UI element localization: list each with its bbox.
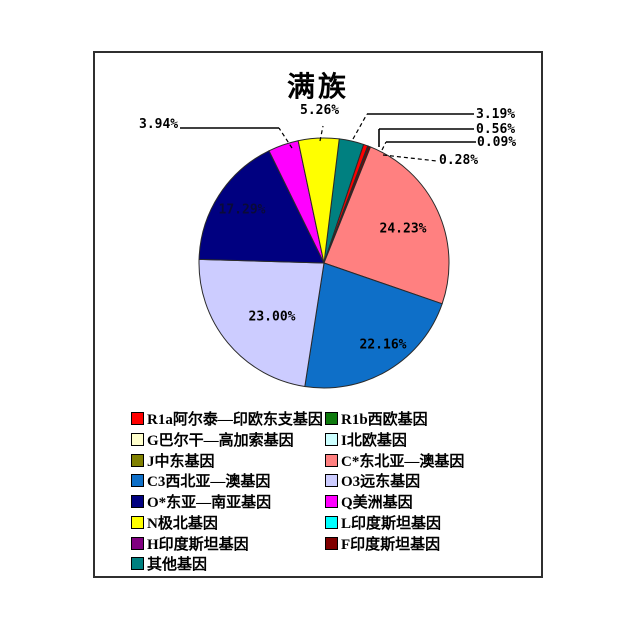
- callout-leader-lines: [180, 113, 476, 162]
- legend-label: N极北基因: [147, 515, 218, 532]
- legend-item-6: C*东北亚—澳基因: [325, 450, 515, 471]
- legend-swatch-icon: [131, 536, 144, 550]
- legend-label: C*东北亚—澳基因: [341, 453, 465, 470]
- legend-swatch-icon: [131, 411, 144, 425]
- legend-item-9: O*东亚—南亚基因: [131, 491, 325, 512]
- pie-slice-5: [323, 146, 450, 305]
- callout-label-other: 3.19%: [476, 107, 516, 122]
- legend-item-10: Q美洲基因: [325, 491, 515, 512]
- callout-label-i: 0.09%: [477, 135, 517, 150]
- slice-label-c3: 22.16%: [359, 337, 407, 353]
- leader-line-6: [319, 125, 324, 142]
- legend-label: C3西北亚—澳基因: [147, 474, 271, 491]
- legend-swatch-icon: [325, 536, 338, 550]
- legend-swatch-icon: [131, 474, 144, 488]
- legend-item-7: C3西北亚—澳基因: [131, 470, 325, 491]
- legend-swatch-icon: [131, 557, 144, 571]
- legend-label: O3远东基因: [341, 474, 421, 491]
- legend-item-11: N极北基因: [131, 512, 325, 533]
- callout-label-n: 5.26%: [300, 103, 340, 118]
- legend-swatch-icon: [131, 515, 144, 529]
- legend-item-3: G巴尔干—高加索基因: [131, 429, 325, 450]
- callout-label-q: 3.94%: [139, 117, 179, 132]
- legend-item-5: J中东基因: [131, 450, 325, 471]
- legend-item-8: O3远东基因: [325, 470, 515, 491]
- pie-slice-6: [304, 262, 443, 389]
- callout-label-r1a: 0.56%: [476, 122, 516, 137]
- legend-swatch-icon: [325, 432, 338, 446]
- pie-slice-10: [297, 137, 340, 264]
- legend-label: I北欧基因: [341, 432, 407, 449]
- legend-label: R1b西欧基因: [341, 411, 428, 428]
- slice-label-o3: 23.00%: [248, 309, 296, 325]
- legend-item-4: I北欧基因: [325, 429, 515, 450]
- legend-item-14: F印度斯坦基因: [325, 533, 515, 554]
- legend-label: J中东基因: [147, 453, 215, 470]
- pie-slices: [198, 137, 450, 389]
- legend-item-15: 其他基因: [131, 553, 325, 574]
- legend-label: Q美洲基因: [341, 495, 413, 512]
- legend-item-1: R1a阿尔泰—印欧东支基因: [131, 408, 325, 429]
- legend-swatch-icon: [325, 515, 338, 529]
- legend-swatch-icon: [325, 495, 338, 509]
- pie-slice-7: [198, 258, 325, 388]
- leader-line-1: [352, 113, 368, 140]
- legend-label: F印度斯坦基因: [341, 536, 441, 553]
- pie-chart-svg: [180, 113, 476, 389]
- legend-swatch-icon: [325, 474, 338, 488]
- callout-label-f: 0.28%: [439, 153, 479, 168]
- legend-swatch-icon: [131, 495, 144, 509]
- legend-swatch-icon: [325, 411, 338, 425]
- chart-border-box: 满族 5.26% 3.94% 3.19% 0.56% 0.09% 0.28% 2…: [93, 51, 543, 578]
- legend-label: G巴尔干—高加索基因: [147, 432, 294, 449]
- slice-label-c-star: 24.23%: [379, 221, 427, 237]
- legend-item-2: R1b西欧基因: [325, 408, 515, 429]
- pie-slice-8: [198, 150, 325, 264]
- legend-swatch-icon: [131, 453, 144, 467]
- legend-item-12: L印度斯坦基因: [325, 512, 515, 533]
- leader-line-5: [278, 127, 293, 149]
- leader-line-4: [382, 154, 438, 162]
- legend-label: R1a阿尔泰—印欧东支基因: [147, 411, 323, 428]
- legend-label: O*东亚—南亚基因: [147, 495, 272, 512]
- leader-line-3: [381, 141, 387, 151]
- legend-label: L印度斯坦基因: [341, 515, 442, 532]
- legend-swatch-icon: [325, 453, 338, 467]
- legend-swatch-icon: [131, 432, 144, 446]
- legend-label: H印度斯坦基因: [147, 536, 249, 553]
- legend-item-13: H印度斯坦基因: [131, 533, 325, 554]
- chart-title: 满族: [286, 72, 349, 103]
- legend: R1a阿尔泰—印欧东支基因 R1b西欧基因 G巴尔干—高加索基因 I北欧基因 J中东基因…: [131, 408, 515, 574]
- legend-label: 其他基因: [147, 557, 208, 574]
- slice-label-o-star: 17.29%: [218, 202, 266, 218]
